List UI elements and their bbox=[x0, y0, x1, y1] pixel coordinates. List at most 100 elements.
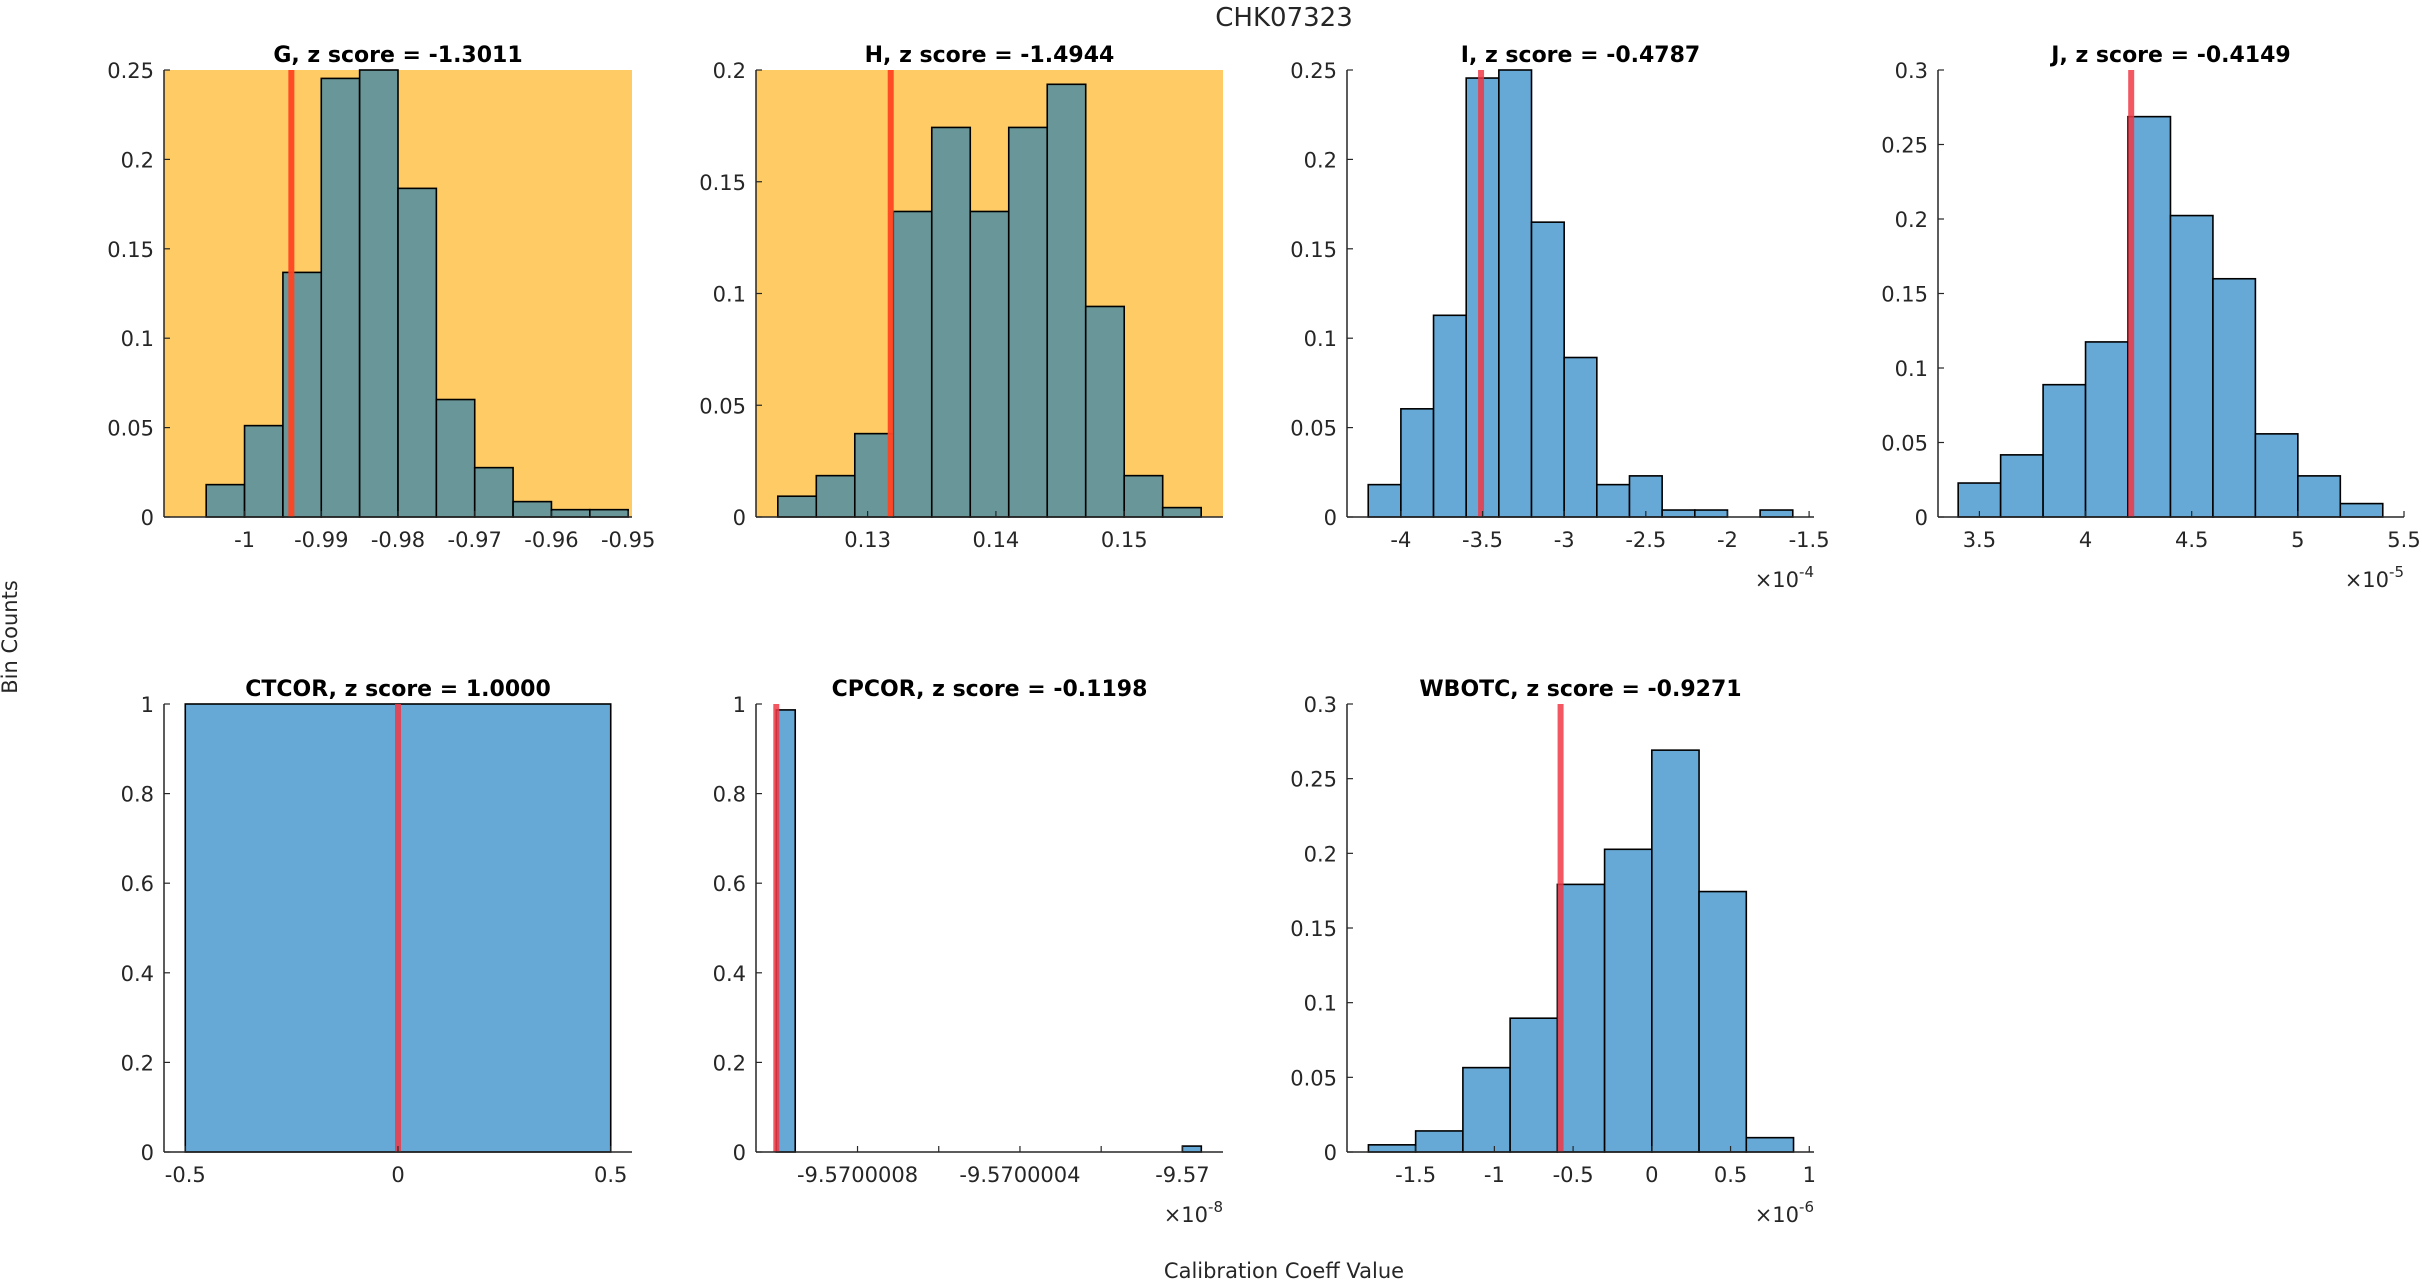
x-tick-label: -0.98 bbox=[371, 528, 425, 552]
y-axis-label: Bin Counts bbox=[0, 580, 22, 694]
y-tick-label: 0.8 bbox=[713, 783, 746, 807]
y-tick-label: 0.25 bbox=[1881, 134, 1928, 158]
x-tick-label: -9.57 bbox=[1155, 1163, 1209, 1187]
x-exponent-label: ×10-6 bbox=[1755, 1198, 1814, 1227]
y-tick-label: 0 bbox=[141, 506, 154, 530]
y-tick-label: 0.2 bbox=[1895, 208, 1928, 232]
histogram-bar bbox=[1651, 749, 1700, 1153]
y-tick-label: 1 bbox=[733, 693, 746, 717]
x-tick-label: 4.5 bbox=[2175, 528, 2208, 552]
x-tick-label: -9.5700008 bbox=[797, 1163, 918, 1187]
x-tick-label: 0.13 bbox=[844, 528, 891, 552]
histogram-bar bbox=[1007, 126, 1049, 518]
subplot-title: I, z score = -0.4787 bbox=[1461, 43, 1700, 68]
x-tick-label: -0.5 bbox=[1553, 1163, 1594, 1187]
x-exponent-label: ×10-8 bbox=[1164, 1198, 1223, 1227]
x-tick-label: -3 bbox=[1554, 528, 1575, 552]
y-tick-label: 0.25 bbox=[107, 59, 154, 83]
histogram-bar bbox=[2297, 475, 2342, 518]
x-axis-label: Calibration Coeff Value bbox=[1164, 1259, 1404, 1281]
y-tick-label: 0.1 bbox=[1895, 357, 1928, 381]
histogram-bar bbox=[397, 187, 438, 518]
histogram-bar bbox=[1999, 454, 2044, 518]
histogram-bar bbox=[1414, 1130, 1464, 1153]
x-tick-label: 0 bbox=[1645, 1163, 1658, 1187]
y-tick-label: 0 bbox=[733, 1141, 746, 1165]
histogram-bar bbox=[1046, 83, 1087, 518]
y-tick-label: 0.2 bbox=[713, 59, 746, 83]
histogram-bar bbox=[1498, 69, 1533, 518]
subplot-wbotc: 0 0.05 0.1 0.15 0.2 0.25 0.3 -1.5 -1 -0.5 0 0.5 1 ×10… bbox=[1290, 677, 1816, 1227]
histogram-bar bbox=[815, 474, 856, 518]
histogram-bar bbox=[1400, 408, 1435, 518]
subplot-j: 0 0.05 0.1 0.15 0.2 0.25 0.3 3.5 4 4.5 5 5.5 ×10-5 J,… bbox=[1881, 43, 2420, 592]
histogram-bar bbox=[2212, 277, 2257, 518]
histogram-bar bbox=[1563, 356, 1598, 518]
x-tick-label: 4 bbox=[2079, 528, 2092, 552]
y-tick-label: 0.3 bbox=[1304, 693, 1337, 717]
histogram-bar bbox=[853, 432, 895, 518]
x-tick-label: -1.5 bbox=[1789, 528, 1830, 552]
histogram-bar bbox=[2254, 433, 2299, 518]
y-tick-label: 0.05 bbox=[1881, 432, 1928, 456]
y-tick-label: 0.1 bbox=[1304, 327, 1337, 351]
histogram-bar bbox=[930, 126, 972, 518]
y-tick-label: 0.1 bbox=[121, 327, 154, 351]
x-tick-label: -4 bbox=[1390, 528, 1411, 552]
histogram-bar bbox=[2042, 383, 2087, 518]
x-tick-label: -2 bbox=[1717, 528, 1738, 552]
histogram-bar bbox=[1509, 1017, 1559, 1153]
histogram-bar bbox=[1556, 883, 1606, 1153]
y-tick-label: 0.8 bbox=[121, 783, 154, 807]
x-tick-label: 0.5 bbox=[1714, 1163, 1747, 1187]
subplot-h: 0 0.05 0.1 0.15 0.2 0.13 0.14 0.15 H, z score = … bbox=[699, 43, 1223, 552]
subplot-title: G, z score = -1.3011 bbox=[273, 43, 522, 68]
histogram-bar bbox=[1367, 1144, 1417, 1153]
y-tick-label: 0.05 bbox=[1290, 417, 1337, 441]
histogram-bar bbox=[1661, 509, 1696, 518]
y-tick-label: 0.4 bbox=[713, 962, 746, 986]
histogram-bar bbox=[435, 398, 476, 518]
subplot-title: CTCOR, z score = 1.0000 bbox=[245, 677, 551, 702]
histogram-bar bbox=[892, 210, 933, 518]
y-tick-label: 0.6 bbox=[713, 872, 746, 896]
y-tick-label: 0.05 bbox=[1290, 1066, 1337, 1090]
x-tick-label: 0.15 bbox=[1101, 528, 1148, 552]
histogram-bar bbox=[358, 69, 399, 518]
histogram-bar bbox=[1698, 890, 1748, 1153]
histogram-bar bbox=[2127, 115, 2172, 518]
subplot-cpcor: 0 0.2 0.4 0.6 0.8 1 -9.5700008 -9.5700004 -9.57 ×… bbox=[713, 677, 1223, 1227]
y-tick-label: 0.1 bbox=[713, 283, 746, 307]
histogram-bar bbox=[1530, 221, 1565, 518]
x-tick-label: -0.95 bbox=[601, 528, 655, 552]
histogram-bar bbox=[1123, 474, 1164, 518]
x-tick-label: -0.97 bbox=[448, 528, 502, 552]
y-tick-label: 0.2 bbox=[121, 148, 154, 172]
y-tick-label: 0.15 bbox=[107, 238, 154, 262]
histogram-bar bbox=[1084, 305, 1126, 518]
histogram-bar bbox=[320, 77, 361, 518]
x-tick-label: -0.96 bbox=[524, 528, 578, 552]
x-tick-label: -0.99 bbox=[294, 528, 348, 552]
histogram-bar bbox=[777, 495, 818, 518]
histogram-bar bbox=[1181, 1145, 1203, 1153]
histogram-bar bbox=[243, 424, 284, 518]
x-tick-label: -1.5 bbox=[1395, 1163, 1436, 1187]
histogram-bar bbox=[1759, 509, 1794, 518]
histogram-bar bbox=[1603, 848, 1653, 1153]
histogram-bar bbox=[1596, 483, 1631, 518]
x-tick-label: -0.5 bbox=[165, 1163, 206, 1187]
histogram-bar bbox=[969, 210, 1010, 518]
y-tick-label: 0.2 bbox=[713, 1051, 746, 1075]
histogram-bar bbox=[2169, 214, 2214, 518]
histogram-bar bbox=[2084, 341, 2129, 518]
x-tick-label: -3.5 bbox=[1462, 528, 1503, 552]
x-tick-label: 1 bbox=[1803, 1163, 1816, 1187]
histogram-bar bbox=[512, 500, 553, 518]
histogram-bar bbox=[1694, 509, 1729, 518]
x-tick-label: -1 bbox=[234, 528, 255, 552]
subplot-title: H, z score = -1.4944 bbox=[865, 43, 1115, 68]
histogram-bar bbox=[2339, 502, 2384, 518]
x-exponent-label: ×10-4 bbox=[1755, 563, 1814, 592]
y-tick-label: 0.3 bbox=[1895, 59, 1928, 83]
